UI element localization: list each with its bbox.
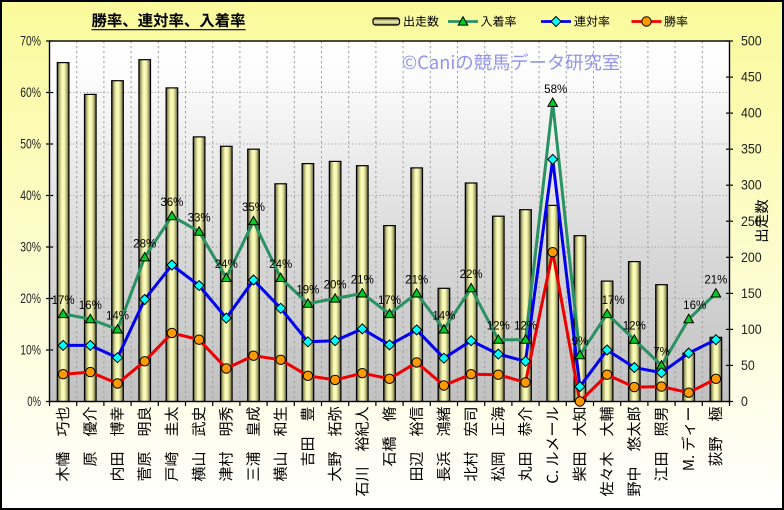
svg-text:33%: 33% [188,213,211,225]
svg-text:28%: 28% [133,238,156,250]
svg-text:58%: 58% [544,84,567,96]
svg-text:24%: 24% [269,259,292,271]
svg-text:70%: 70% [20,34,41,49]
svg-text:300: 300 [741,178,762,193]
svg-text:20%: 20% [20,291,41,306]
svg-text:0: 0 [741,394,748,409]
svg-text:22%: 22% [460,269,483,281]
svg-text:21%: 21% [704,274,727,286]
svg-text:12%: 12% [623,321,646,333]
svg-text:60%: 60% [20,85,41,100]
svg-text:50%: 50% [20,137,41,152]
svg-text:150: 150 [741,286,762,301]
svg-text:7%: 7% [653,346,670,358]
svg-text:50: 50 [741,358,755,373]
svg-text:36%: 36% [160,197,183,209]
svg-text:40%: 40% [20,188,41,203]
svg-text:12%: 12% [487,321,510,333]
svg-text:19%: 19% [296,285,319,297]
svg-text:30%: 30% [20,240,41,255]
svg-text:12%: 12% [514,321,537,333]
svg-text:17%: 17% [378,295,401,307]
svg-text:14%: 14% [106,310,129,322]
svg-text:21%: 21% [351,274,374,286]
svg-text:400: 400 [741,106,762,121]
svg-text:10%: 10% [20,343,41,358]
svg-text:35%: 35% [242,202,265,214]
svg-text:24%: 24% [215,259,238,271]
svg-text:17%: 17% [602,295,625,307]
svg-text:17%: 17% [52,295,75,307]
svg-text:16%: 16% [683,300,706,312]
svg-text:21%: 21% [405,274,428,286]
svg-text:200: 200 [741,250,762,265]
svg-text:450: 450 [741,70,762,85]
svg-text:350: 350 [741,142,762,157]
svg-text:14%: 14% [432,310,455,322]
svg-text:100: 100 [741,322,762,337]
svg-text:20%: 20% [324,280,347,292]
svg-text:500: 500 [741,34,762,49]
svg-text:9%: 9% [572,336,589,348]
svg-text:16%: 16% [79,300,102,312]
svg-text:0%: 0% [27,394,41,409]
